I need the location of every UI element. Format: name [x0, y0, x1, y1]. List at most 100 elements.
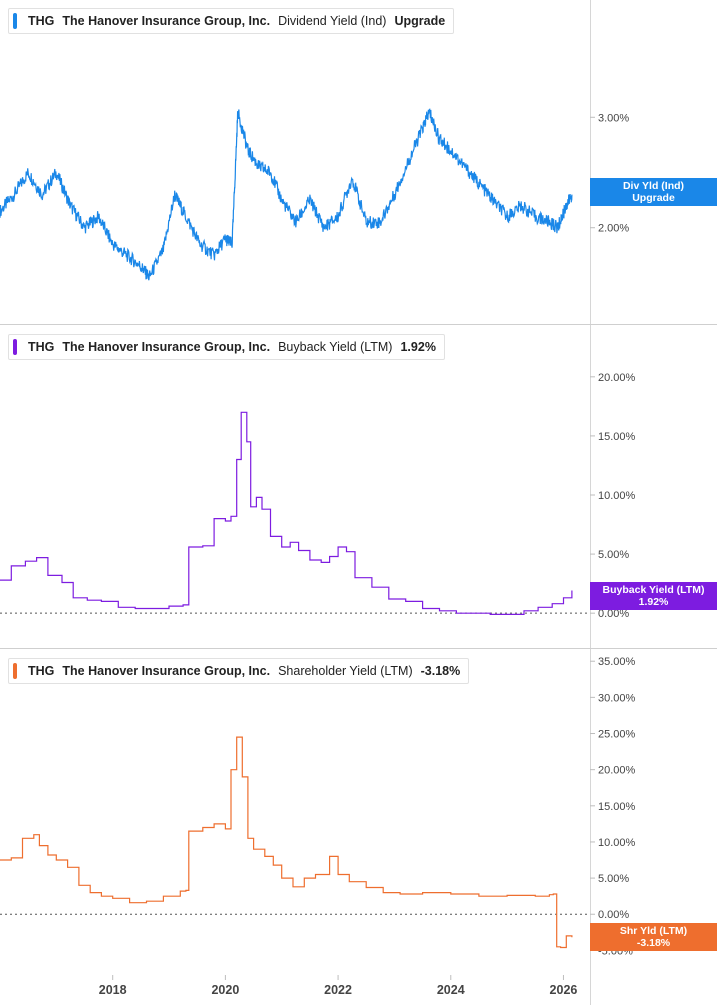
data-point [202, 545, 204, 547]
data-point [180, 890, 182, 892]
data-point [168, 605, 170, 607]
dividend-yield-chart: 3.00% 2.00% [0, 108, 629, 281]
data-point [439, 610, 441, 612]
data-point [315, 874, 317, 876]
data-point [33, 834, 35, 836]
data-point [264, 856, 266, 858]
data-point [272, 864, 274, 866]
data-point [101, 895, 103, 897]
data-point [281, 546, 283, 548]
y-tick-label: 15.00% [598, 431, 636, 443]
data-point [557, 227, 559, 229]
data-point [478, 183, 480, 185]
tag-value: 1.92% [638, 596, 669, 608]
data-point [134, 608, 136, 610]
data-point [98, 216, 100, 218]
data-point [185, 890, 187, 892]
legend-metric: Buyback Yield (LTM) [278, 340, 393, 354]
data-point [70, 205, 72, 207]
legend-company: The Hanover Insurance Group, Inc. [62, 664, 271, 678]
data-point [551, 603, 553, 605]
tag-value: -3.18% [636, 937, 671, 949]
tag-label: Div Yld (Ind) [622, 180, 685, 192]
y-tick-label: 35.00% [598, 656, 636, 668]
data-point [247, 838, 249, 840]
data-point [281, 877, 283, 879]
data-point [337, 874, 339, 876]
data-point [241, 776, 243, 778]
data-point [256, 497, 258, 499]
data-point [225, 238, 227, 240]
data-point [429, 111, 431, 113]
data-point [399, 893, 401, 895]
data-point [202, 827, 204, 829]
data-point [354, 577, 356, 579]
data-point [146, 900, 148, 902]
data-point [41, 194, 43, 196]
data-point [151, 608, 153, 610]
data-point [213, 255, 215, 257]
legend-dividend-yield[interactable]: THG The Hanover Insurance Group, Inc. Di… [8, 8, 455, 34]
panel-divider[interactable] [0, 648, 717, 649]
y-tick-label: 5.00% [598, 873, 629, 885]
series-line [0, 108, 573, 281]
data-point [534, 216, 536, 218]
data-point [225, 520, 227, 522]
data-point [323, 227, 325, 229]
data-point [565, 205, 567, 207]
y-tick-label: 5.00% [598, 549, 629, 561]
data-point [163, 249, 165, 251]
y-tick-label: 10.00% [598, 490, 636, 502]
data-point [231, 243, 233, 245]
legend-buyback-yield[interactable]: THG The Hanover Insurance Group, Inc. Bu… [8, 334, 445, 360]
data-point [270, 172, 272, 174]
tag-value: Upgrade [632, 192, 675, 204]
data-point [478, 895, 480, 897]
legend-upgrade-link[interactable]: Upgrade [394, 14, 446, 28]
data-point [188, 546, 190, 548]
legend-company: The Hanover Insurance Group, Inc. [62, 340, 271, 354]
data-point [78, 885, 80, 887]
data-point [89, 892, 91, 894]
data-point [523, 610, 525, 612]
data-point [563, 597, 565, 599]
y-tick-label: 0.00% [598, 608, 629, 620]
data-point [61, 582, 63, 584]
data-point [87, 599, 89, 601]
panel-shareholder-yield: 35.00% 30.00% 25.00% 20.00% 15.00% 10.00% 5.00… [0, 649, 717, 1005]
data-point [250, 506, 252, 508]
value-tag-shareholder-yield[interactable]: Shr Yld (LTM) -3.18% [590, 923, 717, 951]
data-point [67, 866, 69, 868]
data-point [571, 936, 573, 938]
data-point [22, 838, 24, 840]
value-tag-dividend-yield[interactable]: Div Yld (Ind) Upgrade [590, 178, 717, 206]
data-point [47, 854, 49, 856]
data-point [213, 823, 215, 825]
data-point [149, 277, 151, 279]
series-line [0, 736, 573, 949]
value-tag-buyback-yield[interactable]: Buyback Yield (LTM) 1.92% [590, 582, 717, 610]
data-point [240, 411, 242, 413]
data-point [365, 887, 367, 889]
data-point [537, 606, 539, 608]
y-tick-label: 25.00% [598, 729, 636, 741]
x-tick-label: 2020 [211, 983, 239, 997]
data-point [556, 946, 558, 948]
data-point [261, 508, 263, 510]
data-point [320, 562, 322, 564]
data-point [258, 166, 260, 168]
data-point [246, 441, 248, 443]
data-point [213, 518, 215, 520]
legend-shareholder-yield[interactable]: THG The Hanover Insurance Group, Inc. Sh… [8, 658, 470, 684]
legend-ticker: THG [28, 340, 55, 354]
x-tick-label: 2024 [437, 983, 465, 997]
data-point [236, 736, 238, 738]
y-axis-line [590, 0, 591, 1005]
legend-metric: Shareholder Yield (LTM) [278, 664, 413, 678]
panel-divider[interactable] [0, 324, 717, 325]
data-point [13, 194, 15, 196]
legend-ticker: THG [28, 664, 55, 678]
data-point [199, 243, 201, 245]
data-point [382, 892, 384, 894]
data-point [309, 559, 311, 561]
